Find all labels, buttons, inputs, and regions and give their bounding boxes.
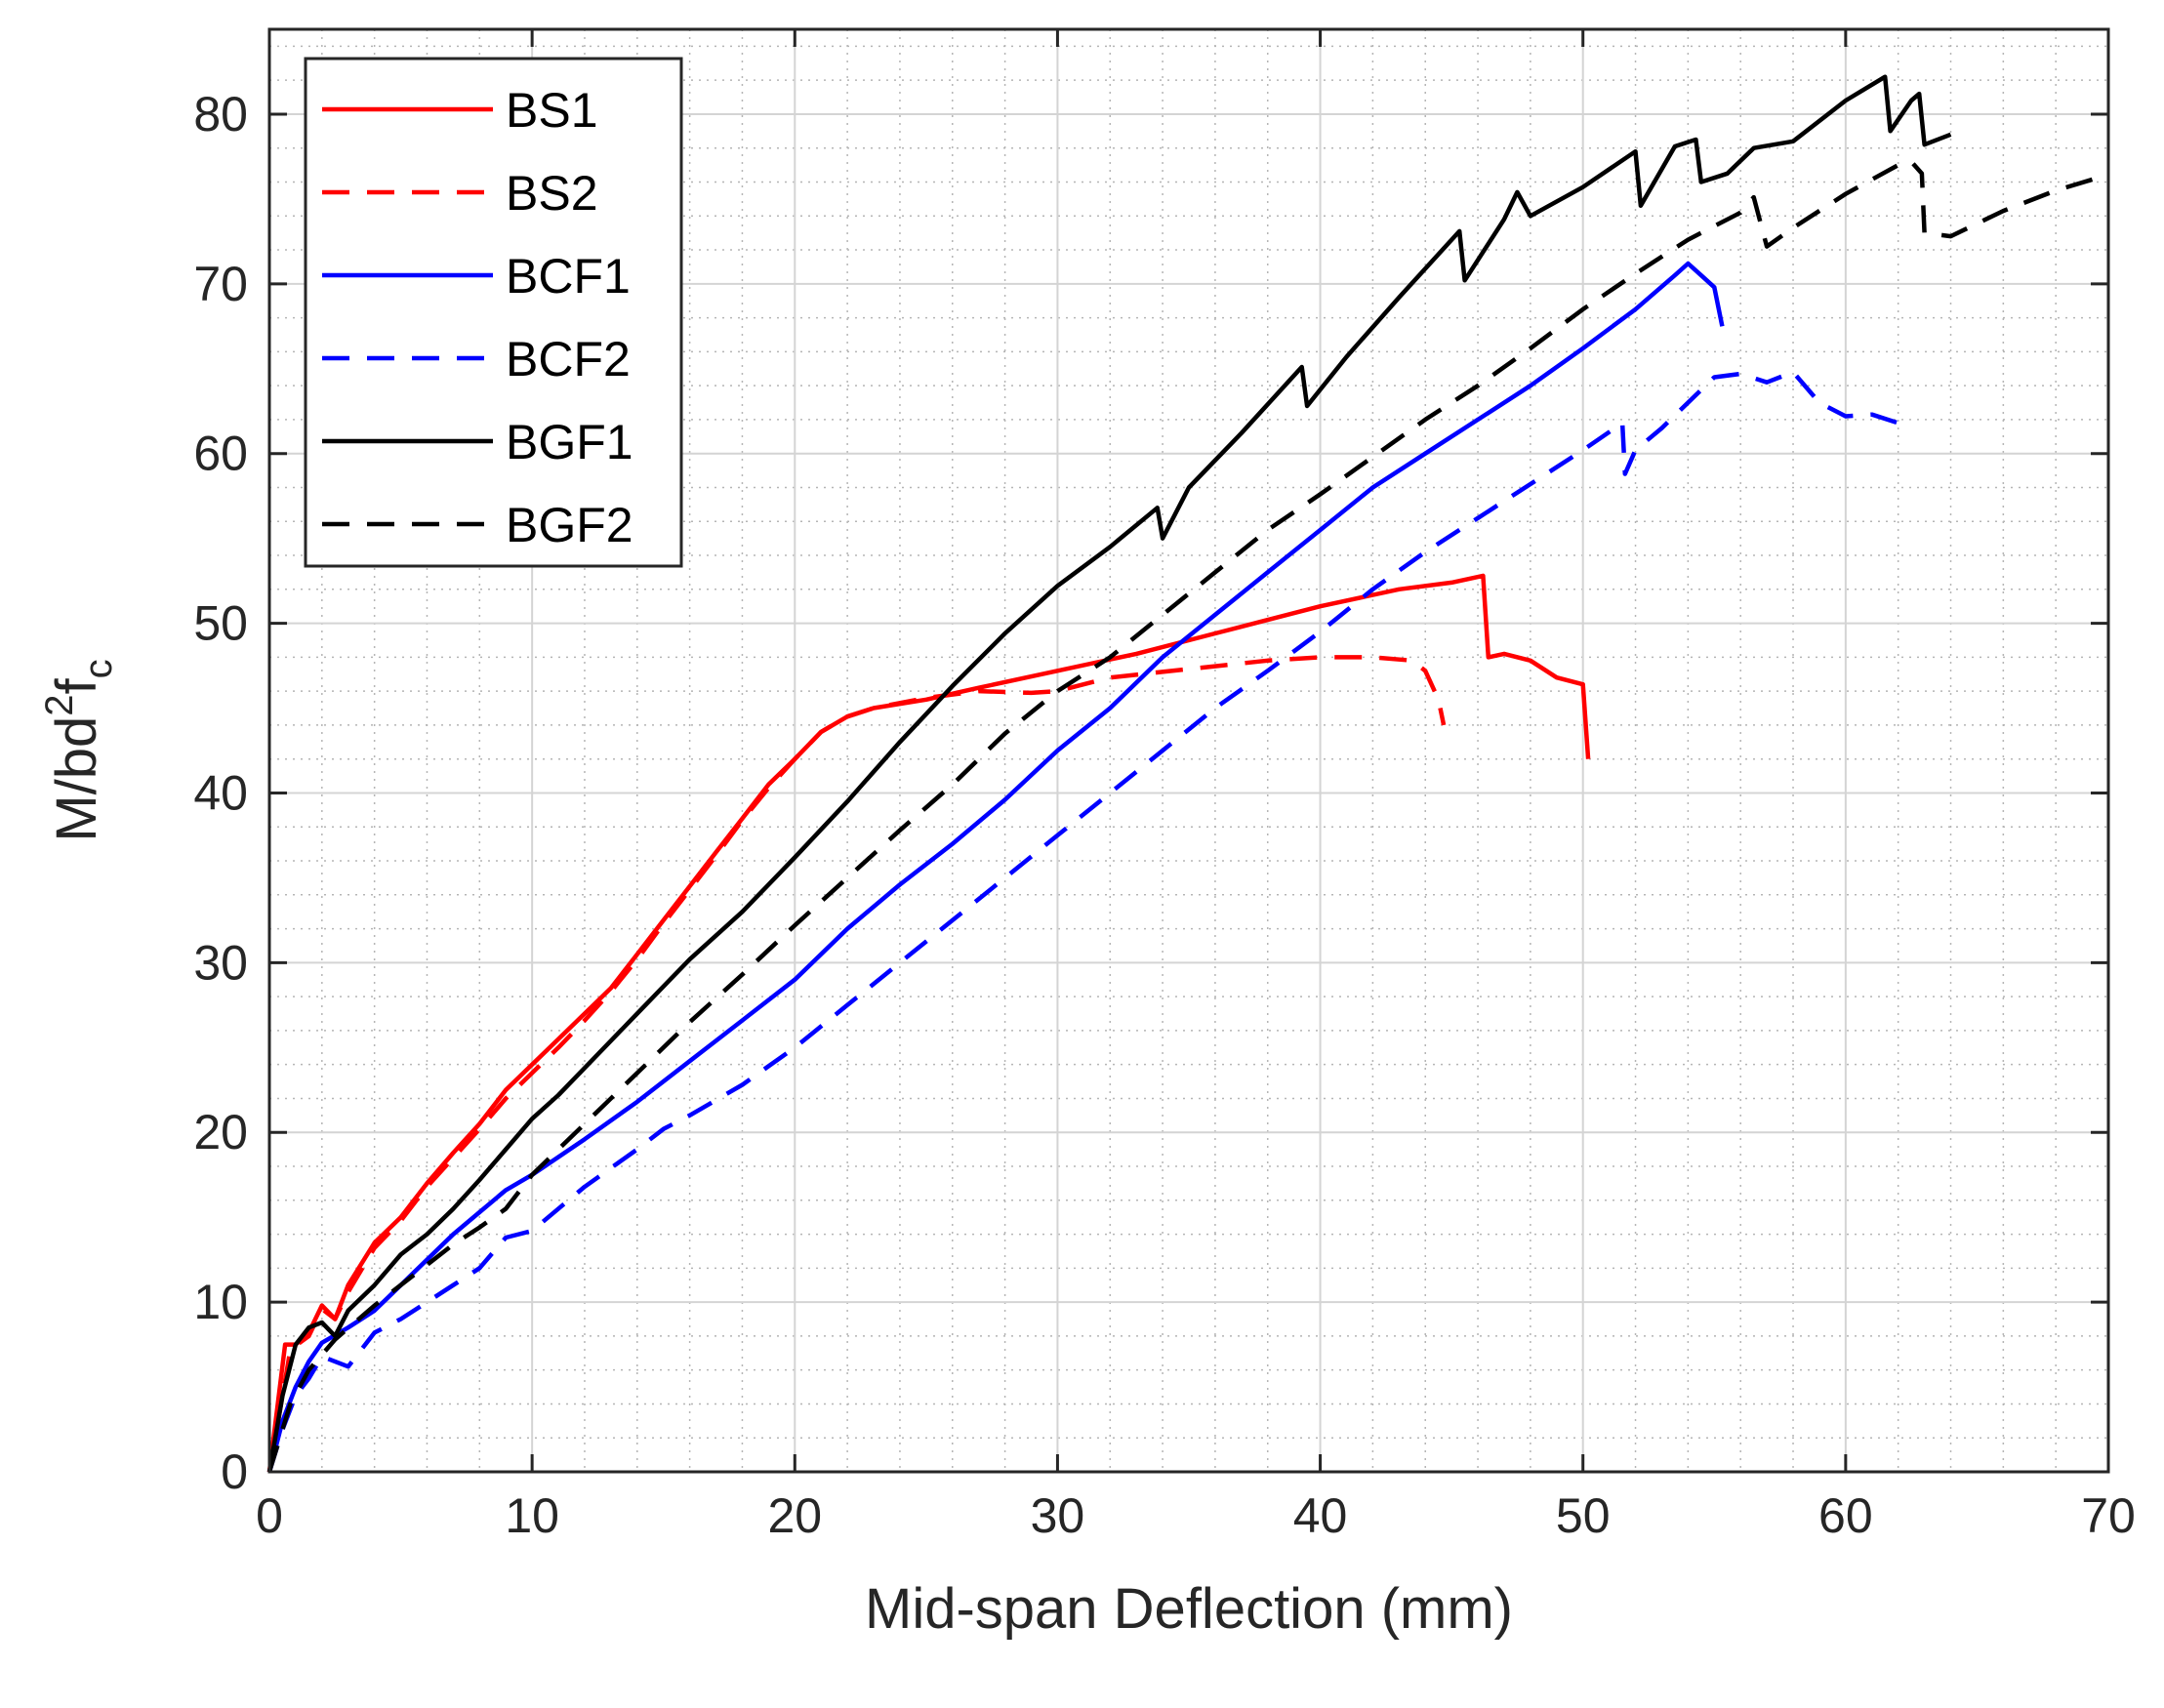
y-tick-label: 70 (193, 257, 248, 311)
y-axis-label-f: f (45, 677, 108, 694)
y-tick-label: 30 (193, 935, 248, 990)
x-tick-label: 60 (1818, 1488, 1873, 1543)
y-axis-label-sub: c (77, 659, 120, 678)
series-line-bcf1 (266, 261, 1725, 1473)
legend-box (304, 57, 683, 568)
y-tick-label: 0 (221, 1444, 248, 1499)
legend-label-bs2: BS2 (506, 166, 598, 221)
y-axis-label-main: M/bd (45, 716, 108, 842)
tick-labels: 0 10 20 30 40 50 60 70 0 10 20 30 40 50 60 70 80 (193, 87, 2135, 1543)
y-axis-label: M/bd2fc (38, 659, 120, 841)
x-tick-label: 20 (767, 1488, 822, 1543)
x-tick-label: 50 (1556, 1488, 1611, 1543)
axis-ticks (267, 29, 2110, 1474)
y-tick-label: 50 (193, 596, 248, 651)
x-axis-label: Mid-span Deflection (mm) (865, 1577, 1513, 1641)
series-line-bs2 (266, 655, 1447, 1473)
x-tick-label: 0 (256, 1488, 283, 1543)
legend: BS1 BS2 BCF1 BCF2 BGF1 BGF2 (304, 57, 683, 568)
legend-label-bgf1: BGF1 (506, 415, 633, 469)
x-tick-label: 10 (505, 1488, 559, 1543)
legend-label-bcf2: BCF2 (506, 332, 631, 386)
series-line-bgf1 (266, 74, 1952, 1473)
x-tick-label: 30 (1031, 1488, 1085, 1543)
x-tick-label: 40 (1293, 1488, 1348, 1543)
y-axis-label-sup: 2 (38, 694, 81, 715)
legend-label-bgf2: BGF2 (506, 498, 633, 552)
series-line-bcf2 (266, 369, 1899, 1473)
y-tick-label: 40 (193, 765, 248, 820)
y-tick-label: 10 (193, 1275, 248, 1329)
legend-label-bs1: BS1 (506, 83, 598, 138)
series-group (266, 74, 2109, 1473)
y-tick-label: 80 (193, 87, 248, 142)
plot-frame (267, 27, 2110, 1474)
legend-label-bcf1: BCF1 (506, 249, 631, 304)
y-tick-label: 60 (193, 427, 248, 481)
series-line-bgf2 (266, 159, 2109, 1473)
y-tick-label: 20 (193, 1105, 248, 1159)
x-tick-label: 70 (2081, 1488, 2136, 1543)
